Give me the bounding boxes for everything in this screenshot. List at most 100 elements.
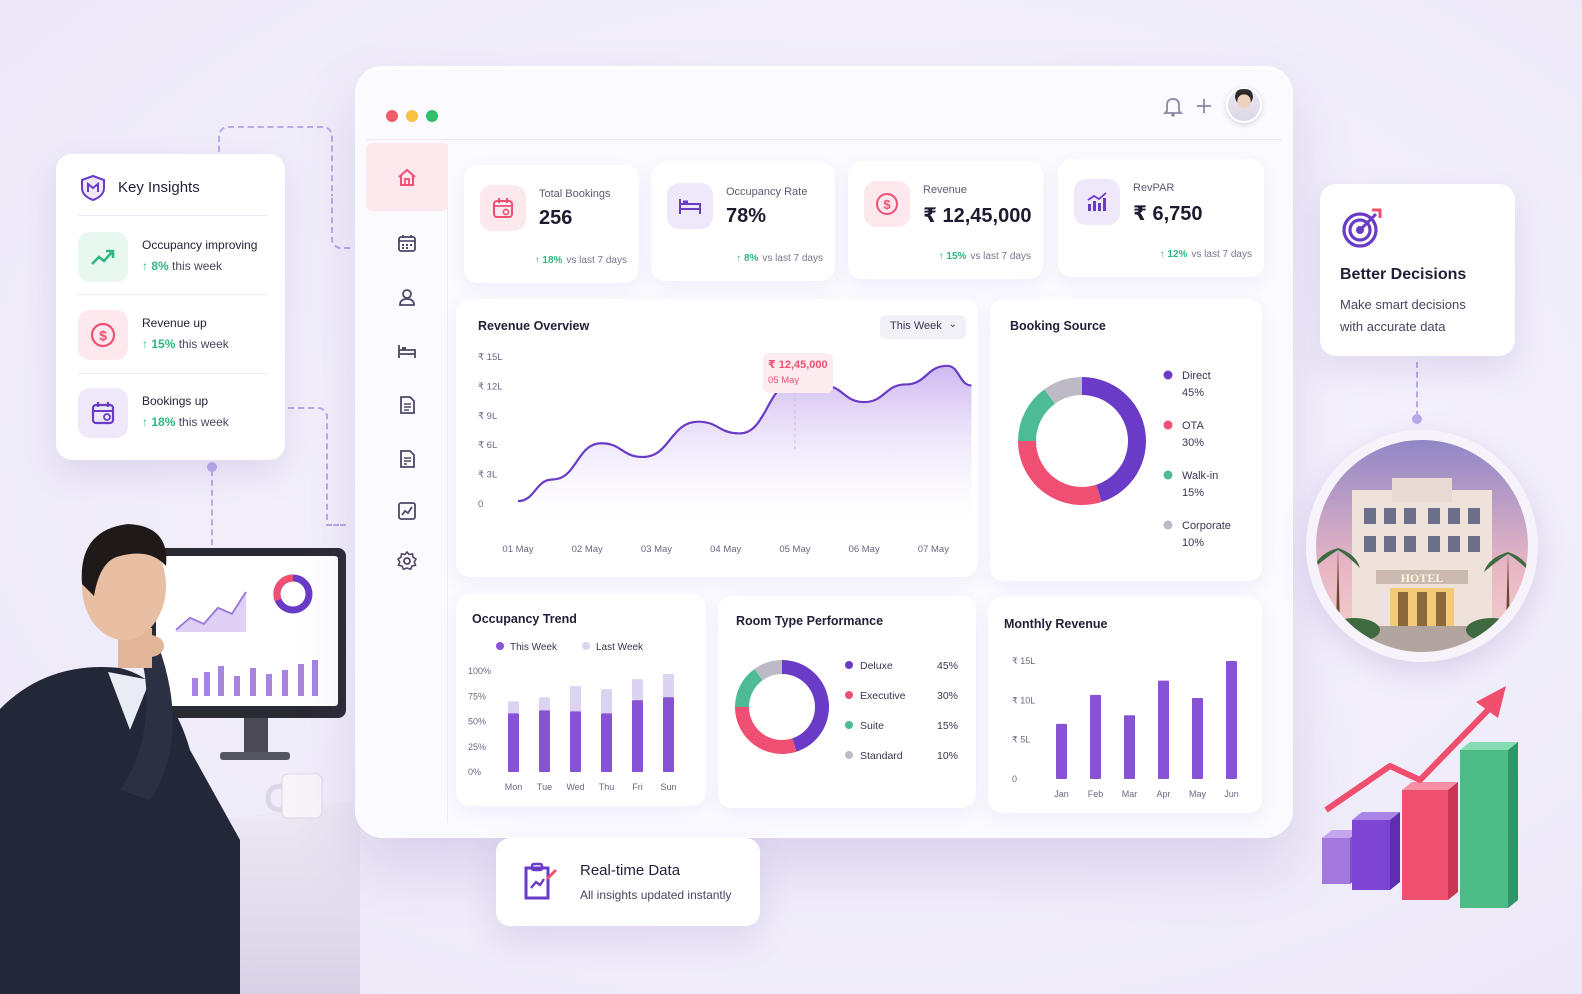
stat-delta: ↑ 12% vs last 7 days <box>1159 249 1252 260</box>
report-icon <box>400 450 415 468</box>
dollar-icon: $ <box>90 322 116 348</box>
shield-icon <box>81 174 105 202</box>
bar-jun <box>1226 661 1237 779</box>
legend-label: OTA <box>1182 420 1204 432</box>
y-tick-label: 0 <box>478 499 483 510</box>
legend-dot <box>582 642 590 650</box>
legend-value: 10% <box>937 750 958 762</box>
booking-source-donut: Direct 45% OTA 30% Walk-in 15% Corporate 10% <box>1018 370 1231 549</box>
stat-card-revenue[interactable]: $ Revenue ₹ 12,45,000 ↑ 15% vs last 7 day… <box>848 161 1043 279</box>
donut-slice-suite <box>735 668 763 707</box>
sidebar-item-settings[interactable] <box>366 531 448 591</box>
legend-value: 30% <box>1182 437 1204 449</box>
x-tick-label: May <box>1189 789 1207 799</box>
bar-mar <box>1124 715 1135 779</box>
analytics-icon <box>398 502 416 520</box>
stat-delta: ↑ 15% vs last 7 days <box>938 251 1031 262</box>
minimize-window-button[interactable] <box>406 110 418 122</box>
sidebar-item-analytics[interactable] <box>366 481 448 541</box>
maximize-window-button[interactable] <box>426 110 438 122</box>
sidebar-item-reports[interactable] <box>366 429 448 489</box>
bar-chart-icon <box>1087 192 1107 211</box>
user-avatar[interactable] <box>1226 87 1262 123</box>
insight-item-revenue[interactable]: $ Revenue up ↑ 15% this week <box>78 310 268 370</box>
person-at-desk-illustration <box>0 524 360 994</box>
bed-icon <box>398 345 416 358</box>
donut-slice-ota <box>1018 441 1102 505</box>
revenue-area-chart: ₹ 15L ₹ 12L ₹ 9L ₹ 6L ₹ 3L 0 01 May 02 May 03 Ma… <box>478 352 972 555</box>
topbar-divider <box>366 139 1282 140</box>
insight-item-bookings[interactable]: Bookings up ↑ 18% this week <box>78 388 268 448</box>
growth-bars-illustration <box>1322 686 1518 908</box>
stat-card-revpar[interactable]: RevPAR ₹ 6,750 ↑ 12% vs last 7 days <box>1058 159 1264 277</box>
x-tick-label: 05 May <box>779 544 810 555</box>
stat-value: ₹ 12,45,000 <box>923 205 1032 227</box>
x-tick-label: Sun <box>660 782 676 792</box>
bell-icon[interactable] <box>1162 95 1184 117</box>
legend-dot <box>845 751 853 759</box>
legend-dot <box>845 661 853 669</box>
bar-this-week <box>632 700 643 772</box>
y-tick-label: 50% <box>468 717 486 727</box>
plus-icon[interactable] <box>1194 96 1214 116</box>
panel-title: Room Type Performance <box>736 614 884 628</box>
donut-slice-corporate <box>1044 377 1082 404</box>
y-tick-label: 0 <box>1012 774 1017 784</box>
occupancy-bar-chart: This Week Last Week 100% 75% 50% 25% 0% Mon Tue W… <box>468 642 677 792</box>
close-window-button[interactable] <box>386 110 398 122</box>
y-tick-label: 25% <box>468 742 486 752</box>
sidebar-item-calendar[interactable] <box>366 213 448 273</box>
user-icon <box>399 289 415 306</box>
better-decisions-line2: with accurate data <box>1340 319 1446 334</box>
bed-icon <box>679 199 701 214</box>
sidebar-item-documents[interactable] <box>366 375 448 435</box>
sidebar-item-home[interactable] <box>366 143 448 211</box>
revenue-tooltip: ₹ 12,45,000 05 May <box>763 353 833 393</box>
divider <box>78 294 268 295</box>
stat-value: 256 <box>539 207 573 229</box>
connector-insights-down <box>211 470 213 555</box>
stat-label: Revenue <box>923 184 968 196</box>
x-tick-label: Jan <box>1054 789 1069 799</box>
stat-card-occupancy-rate[interactable]: Occupancy Rate 78% ↑ 8% vs last 7 days <box>651 163 835 281</box>
bar-may <box>1192 697 1203 779</box>
sidebar <box>366 143 448 823</box>
period-select[interactable]: This Week ⌄ <box>880 315 966 339</box>
donut-slice-standard <box>754 660 782 681</box>
legend-dot <box>496 642 504 650</box>
stat-delta: ↑ 8% vs last 7 days <box>736 253 823 264</box>
insight-delta: ↑ 15% this week <box>142 337 229 351</box>
sidebar-item-guests[interactable] <box>366 267 448 327</box>
tooltip-value: ₹ 12,45,000 <box>768 359 828 371</box>
legend-dot <box>845 721 853 729</box>
legend-dot <box>1163 420 1173 430</box>
legend-value: 45% <box>937 660 958 672</box>
stat-card-total-bookings[interactable]: Total Bookings 256 ↑ 18% vs last 7 days <box>464 165 639 283</box>
hotel-sign: HOTEL <box>1401 571 1444 585</box>
dollar-icon: $ <box>876 193 898 215</box>
svg-text:$: $ <box>99 328 107 344</box>
divider <box>78 373 268 374</box>
stat-icon-bg <box>480 185 526 231</box>
svg-text:$: $ <box>883 197 891 212</box>
hotel-building-image: HOTEL <box>1316 440 1528 652</box>
legend-label: Direct <box>1182 370 1211 382</box>
sidebar-item-rooms[interactable] <box>366 321 448 381</box>
realtime-data-panel: Real-time Data All insights updated inst… <box>496 838 760 926</box>
x-tick-label: Wed <box>566 782 584 792</box>
x-tick-label: Thu <box>599 782 615 792</box>
x-tick-label: 02 May <box>572 544 603 555</box>
stat-delta: ↑ 18% vs last 7 days <box>534 255 627 266</box>
x-tick-label: 04 May <box>710 544 741 555</box>
target-icon <box>1342 208 1382 248</box>
clipboard-edit-icon <box>524 862 557 900</box>
x-tick-label: Mar <box>1122 789 1138 799</box>
realtime-subtitle: All insights updated instantly <box>580 888 732 902</box>
y-tick-label: 100% <box>468 666 491 676</box>
gear-icon <box>396 550 418 571</box>
chevron-down-icon: ⌄ <box>948 319 957 330</box>
insight-item-occupancy[interactable]: Occupancy improving ↑ 8% this week <box>78 232 268 292</box>
stat-icon-bg <box>1074 179 1120 225</box>
legend-dot <box>845 691 853 699</box>
insight-icon-bg <box>78 388 128 438</box>
